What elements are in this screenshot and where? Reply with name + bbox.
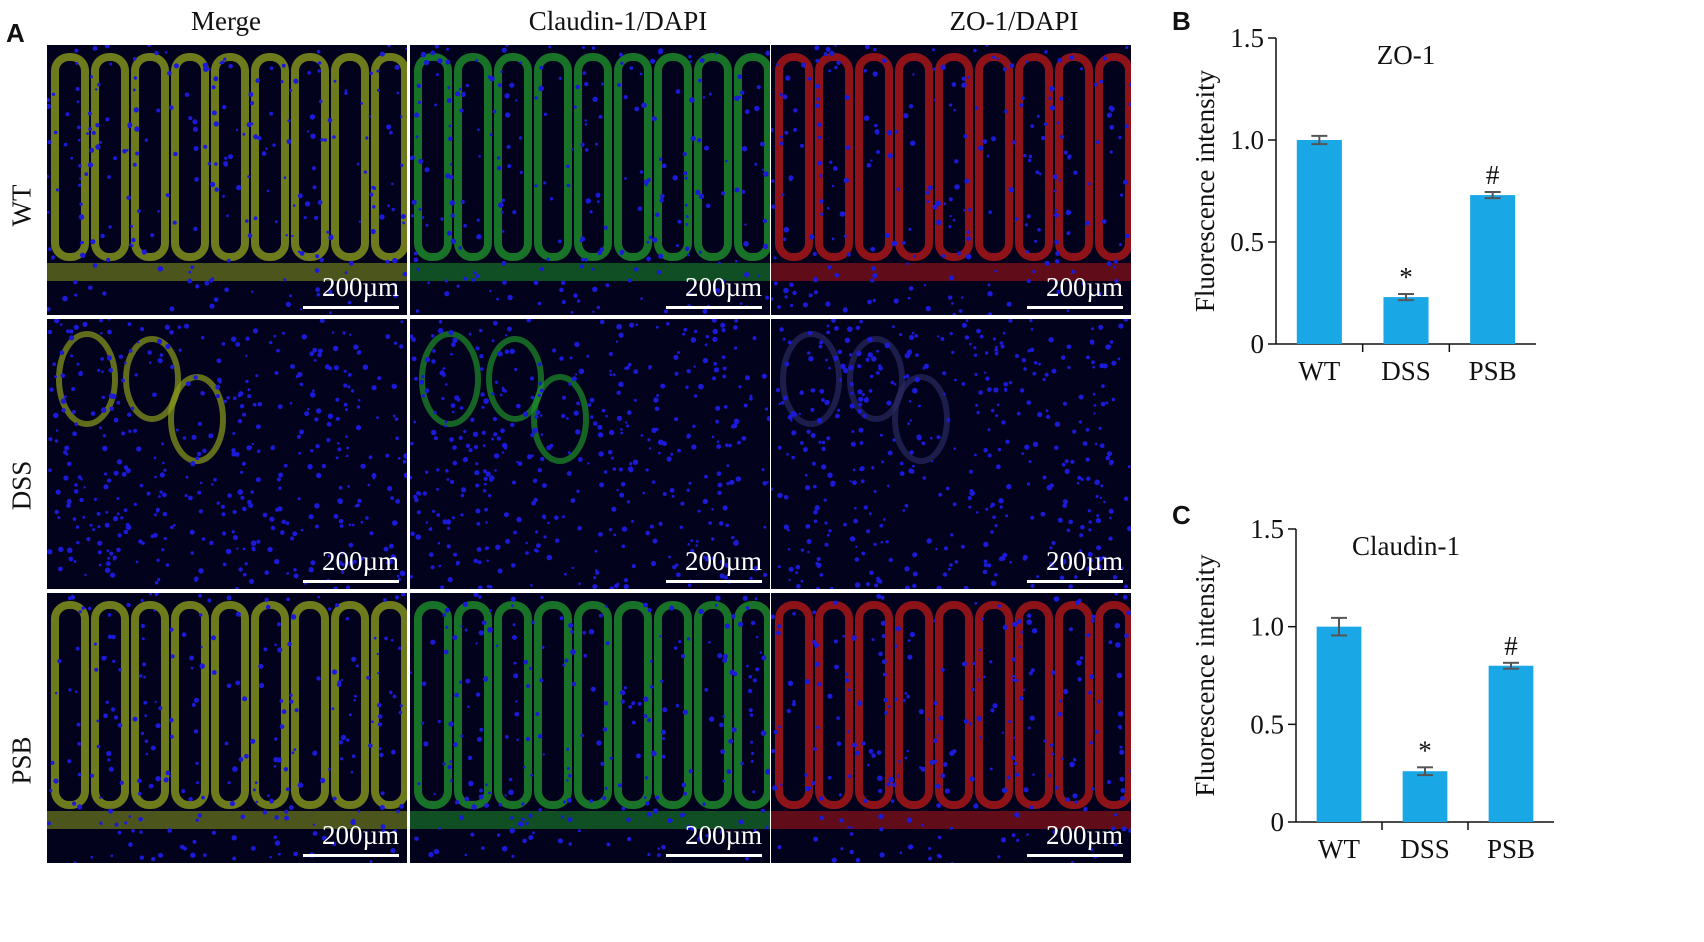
zo1-bar-wt <box>1296 140 1342 344</box>
micrograph-dss-1: 200µm <box>410 319 770 589</box>
scale-bar <box>303 306 399 309</box>
zo1-x-tick-label: PSB <box>1469 356 1517 386</box>
scale-bar-label: 200µm <box>684 272 762 302</box>
scale-bar-label: 200µm <box>1045 546 1123 576</box>
claudin1-significance-mark: * <box>1418 735 1432 765</box>
scale-bar-label: 200µm <box>1045 272 1123 302</box>
scale-bar <box>1027 580 1123 583</box>
zo1-bar-chart: 0 0.5 1.0 1.5 Fluorescence intensity ZO-1 WT * D… <box>1190 23 1536 386</box>
micrograph-wt-2: 200µm <box>771 45 1131 315</box>
panel-label-c: C <box>1172 500 1191 530</box>
claudin1-significance-mark: # <box>1504 631 1518 661</box>
scale-bar <box>303 854 399 857</box>
scale-bar <box>1027 854 1123 857</box>
scale-bar <box>666 854 762 857</box>
claudin1-y-tick-label: 0.5 <box>1250 709 1284 739</box>
micrograph-dss-2: 200µm <box>771 319 1131 589</box>
claudin1-bar-psb <box>1488 665 1534 822</box>
column-header-merge: Merge <box>191 6 261 36</box>
claudin1-chart-title: Claudin-1 <box>1352 531 1460 561</box>
claudin1-y-tick-label: 1.0 <box>1250 612 1284 642</box>
claudin1-bar-wt <box>1316 626 1362 822</box>
scale-bar <box>666 306 762 309</box>
claudin1-bar-chart: 0 0.5 1.0 1.5 Fluorescence intensity Claudin-… <box>1190 514 1554 864</box>
zo1-significance-mark: * <box>1399 262 1413 292</box>
micrograph-dss-0: 200µm <box>47 319 407 589</box>
zo1-bar-dss <box>1383 297 1429 344</box>
zo1-y-tick-label: 0.5 <box>1230 227 1264 257</box>
zo1-y-tick-label: 1.0 <box>1230 125 1264 155</box>
zo1-x-tick-label: DSS <box>1381 356 1431 386</box>
column-header-claudin: Claudin-1/DAPI <box>528 6 708 36</box>
zo1-y-tick-label: 0 <box>1251 329 1265 359</box>
column-header-zo1: ZO-1/DAPI <box>949 6 1079 36</box>
scale-bar-label: 200µm <box>684 546 762 576</box>
claudin1-x-tick-label: PSB <box>1487 834 1535 864</box>
scale-bar-label: 200µm <box>684 820 762 850</box>
scale-bar <box>303 580 399 583</box>
zo1-chart-title: ZO-1 <box>1377 40 1435 70</box>
row-label-psb: PSB <box>6 736 37 785</box>
zo1-bar-psb <box>1470 195 1516 344</box>
claudin1-y-tick-label: 0 <box>1271 807 1285 837</box>
panel-label-a: A <box>6 18 25 48</box>
claudin1-y-tick-label: 1.5 <box>1250 514 1284 544</box>
scale-bar-label: 200µm <box>321 546 399 576</box>
zo1-y-tick-label: 1.5 <box>1230 23 1264 53</box>
micrograph-psb-2: 200µm <box>771 593 1131 863</box>
micrograph-psb-1: 200µm <box>410 593 770 863</box>
claudin1-y-axis-label: Fluorescence intensity <box>1190 554 1220 797</box>
row-label-wt: WT <box>6 184 37 227</box>
claudin1-bar-dss <box>1402 771 1448 822</box>
scale-bar-label: 200µm <box>321 820 399 850</box>
zo1-y-axis-label: Fluorescence intensity <box>1190 69 1220 312</box>
scale-bar-label: 200µm <box>321 272 399 302</box>
claudin1-x-tick-label: DSS <box>1400 834 1450 864</box>
scale-bar <box>1027 306 1123 309</box>
zo1-x-tick-label: WT <box>1298 356 1340 386</box>
scale-bar <box>666 580 762 583</box>
micrograph-wt-0: 200µm <box>47 45 407 315</box>
micrograph-wt-1: 200µm <box>410 45 770 315</box>
micrograph-psb-0: 200µm <box>47 593 407 863</box>
scale-bar-label: 200µm <box>1045 820 1123 850</box>
claudin1-x-tick-label: WT <box>1318 834 1360 864</box>
panel-label-b: B <box>1172 6 1191 36</box>
row-label-dss: DSS <box>6 460 37 511</box>
zo1-significance-mark: # <box>1486 160 1500 190</box>
